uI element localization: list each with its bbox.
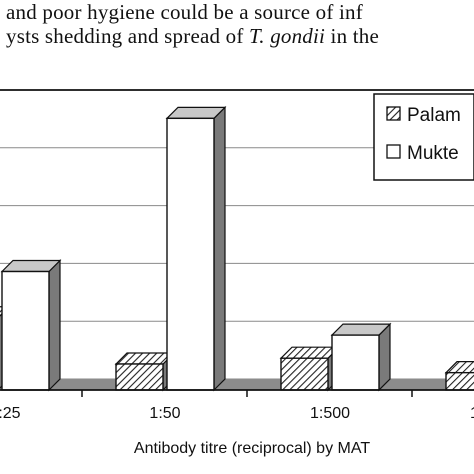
- bar-front: [115, 363, 164, 391]
- chart-floor: [0, 379, 474, 390]
- legend-swatch-series-2: [386, 144, 401, 159]
- document-text-line-2-suffix: in the: [325, 24, 379, 48]
- legend-label-series-2: Mukte: [407, 143, 459, 164]
- bar-top: [444, 361, 474, 374]
- legend-swatch-series-1: [386, 106, 401, 121]
- bar-mukte-1:50: [165, 105, 227, 392]
- bar-palam-1:50: [114, 351, 176, 392]
- bar-side: [48, 259, 61, 392]
- bar-front: [331, 334, 380, 391]
- x-tick-label: 1:: [470, 405, 474, 422]
- bar-front: [280, 357, 329, 391]
- document-text-line-1: and poor hygiene could be a source of in…: [6, 0, 363, 25]
- x-axis-title: Antibody titre (reciprocal) by MAT: [134, 440, 370, 457]
- x-tick-label: 1:25: [0, 405, 21, 422]
- bar-top: [114, 352, 176, 365]
- bar-top: [0, 259, 62, 273]
- document-text-species-name: T. gondii: [248, 24, 326, 48]
- document-text-line-2-prefix: ysts shedding and spread of: [6, 24, 249, 48]
- bar-front: [445, 371, 474, 391]
- bar-mukte-1:25: [0, 259, 62, 392]
- bar-palam-1:: [444, 361, 474, 391]
- bar-top: [165, 106, 227, 119]
- bar-front: [1, 270, 50, 391]
- bar-front: [166, 117, 215, 391]
- x-tick-label: 1:500: [310, 405, 350, 422]
- bar-palam-1:500: [279, 345, 341, 392]
- legend: Palam Mukte: [373, 93, 474, 181]
- chart-frame: [0, 89, 474, 391]
- bar-side: [213, 105, 226, 392]
- floor-plane: [0, 379, 474, 390]
- legend-label-series-1: Palam: [407, 105, 461, 126]
- document-text-line-2: ysts shedding and spread of T. gondii in…: [6, 24, 379, 49]
- bar-mukte-1:500: [330, 322, 392, 392]
- bar-top: [330, 323, 392, 336]
- x-tick-label: 1:50: [149, 405, 180, 422]
- bar-top: [279, 346, 341, 359]
- document-text-line-1-content: and poor hygiene could be a source of in…: [6, 0, 363, 24]
- x-tick-labels: 1:25 1:50 1:500 1:: [0, 390, 474, 422]
